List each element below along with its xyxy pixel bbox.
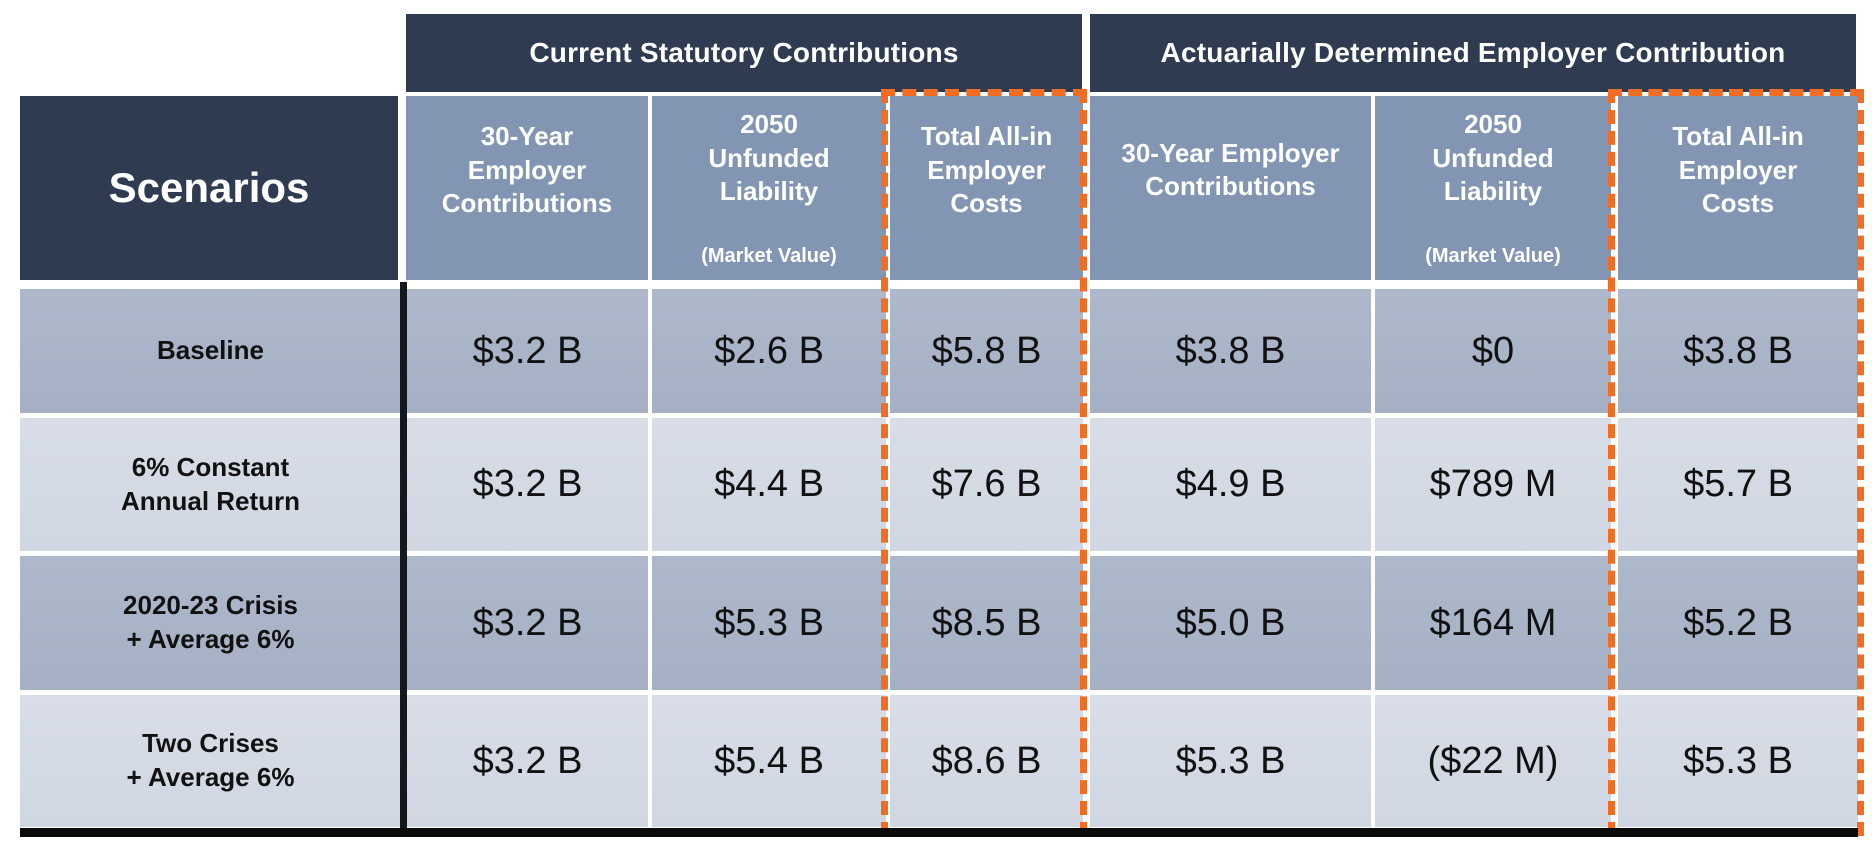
table-cell: $7.6 B	[890, 418, 1083, 551]
column-header-2050-unfunded-liability-statutory: 2050 Unfunded Liability (Market Value)	[652, 96, 886, 280]
column-header-title: 2050 Unfunded Liability	[708, 109, 830, 206]
table-cell: $5.8 B	[890, 289, 1083, 413]
column-header-subtitle: (Market Value)	[701, 244, 837, 267]
row-label-baseline: Baseline	[20, 289, 401, 413]
table-cell: $8.6 B	[890, 695, 1083, 827]
scenarios-divider-line	[400, 282, 407, 834]
table-cell: $8.5 B	[890, 556, 1083, 690]
column-header-title: 2050 Unfunded Liability	[1432, 109, 1554, 206]
table-cell: $3.2 B	[407, 556, 648, 690]
column-header-title: 30-Year Employer Contributions	[1121, 138, 1340, 202]
column-header-title: 30-Year Employer Contributions	[441, 121, 613, 218]
table-cell: $5.2 B	[1618, 556, 1858, 690]
group-header-current-statutory: Current Statutory Contributions	[406, 14, 1082, 92]
column-header-total-all-in-costs-adec: Total All-in Employer Costs	[1618, 96, 1858, 280]
table-cell: $5.3 B	[652, 556, 886, 690]
table-cell: $789 M	[1375, 418, 1611, 551]
table-cell: $4.9 B	[1090, 418, 1371, 551]
table-cell: $5.7 B	[1618, 418, 1858, 551]
table-bottom-rule	[20, 828, 1858, 837]
row-label-two-crises: Two Crises + Average 6%	[20, 695, 401, 827]
column-header-30yr-contributions-statutory: 30-Year Employer Contributions	[406, 96, 648, 280]
table-cell: $0	[1375, 289, 1611, 413]
table-cell: $5.0 B	[1090, 556, 1371, 690]
corner-header-scenarios: Scenarios	[20, 96, 398, 280]
table-cell: ($22 M)	[1375, 695, 1611, 827]
table-cell: $3.2 B	[407, 418, 648, 551]
column-header-total-all-in-costs-statutory: Total All-in Employer Costs	[890, 96, 1083, 280]
table-cell: $5.3 B	[1090, 695, 1371, 827]
table-cell: $3.2 B	[407, 289, 648, 413]
table-cell: $2.6 B	[652, 289, 886, 413]
group-header-actuarially-determined: Actuarially Determined Employer Contribu…	[1090, 14, 1856, 92]
table-cell: $5.3 B	[1618, 695, 1858, 827]
column-header-title: Total All-in Employer Costs	[920, 121, 1053, 218]
column-header-subtitle: (Market Value)	[1425, 244, 1561, 267]
table-cell: $4.4 B	[652, 418, 886, 551]
column-header-30yr-contributions-adec: 30-Year Employer Contributions	[1090, 96, 1371, 280]
table-cell: $5.4 B	[652, 695, 886, 827]
table-cell: $164 M	[1375, 556, 1611, 690]
table-cell: $3.8 B	[1618, 289, 1858, 413]
row-label-2020-23-crisis: 2020-23 Crisis + Average 6%	[20, 556, 401, 690]
column-header-title: Total All-in Employer Costs	[1672, 121, 1804, 218]
column-header-2050-unfunded-liability-adec: 2050 Unfunded Liability (Market Value)	[1375, 96, 1611, 280]
row-label-6pct-constant: 6% Constant Annual Return	[20, 418, 401, 551]
table-cell: $3.2 B	[407, 695, 648, 827]
table-cell: $3.8 B	[1090, 289, 1371, 413]
